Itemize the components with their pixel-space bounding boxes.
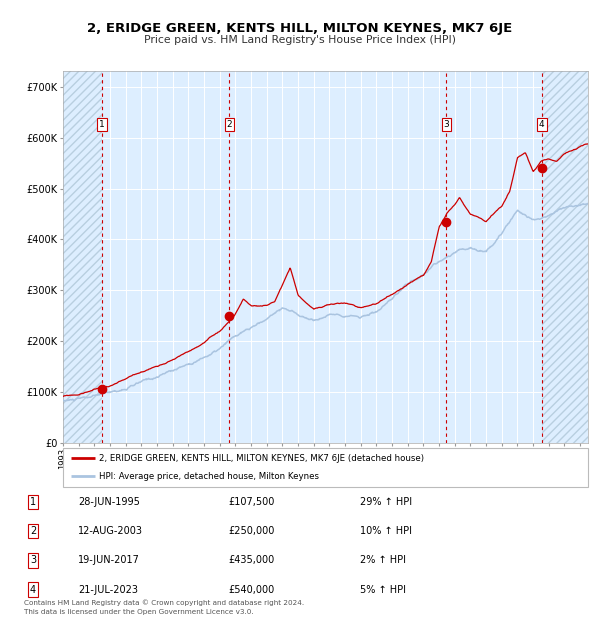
Text: 28-JUN-1995: 28-JUN-1995 <box>78 497 140 507</box>
Text: £107,500: £107,500 <box>228 497 274 507</box>
Text: 1: 1 <box>99 120 105 130</box>
Text: Price paid vs. HM Land Registry's House Price Index (HPI): Price paid vs. HM Land Registry's House … <box>144 35 456 45</box>
Text: 3: 3 <box>30 556 36 565</box>
Text: 3: 3 <box>443 120 449 130</box>
Text: 4: 4 <box>30 585 36 595</box>
Text: 2, ERIDGE GREEN, KENTS HILL, MILTON KEYNES, MK7 6JE (detached house): 2, ERIDGE GREEN, KENTS HILL, MILTON KEYN… <box>98 454 424 463</box>
Text: 2% ↑ HPI: 2% ↑ HPI <box>360 556 406 565</box>
Text: 4: 4 <box>539 120 545 130</box>
Text: 2: 2 <box>227 120 232 130</box>
Text: This data is licensed under the Open Government Licence v3.0.: This data is licensed under the Open Gov… <box>24 609 254 615</box>
Text: 12-AUG-2003: 12-AUG-2003 <box>78 526 143 536</box>
Text: 2: 2 <box>30 526 36 536</box>
Bar <box>63 71 102 443</box>
Bar <box>542 71 588 443</box>
Text: 21-JUL-2023: 21-JUL-2023 <box>78 585 138 595</box>
Text: 5% ↑ HPI: 5% ↑ HPI <box>360 585 406 595</box>
Text: £540,000: £540,000 <box>228 585 274 595</box>
Text: 1: 1 <box>30 497 36 507</box>
Text: Contains HM Land Registry data © Crown copyright and database right 2024.: Contains HM Land Registry data © Crown c… <box>24 600 304 606</box>
Text: £435,000: £435,000 <box>228 556 274 565</box>
Text: 10% ↑ HPI: 10% ↑ HPI <box>360 526 412 536</box>
Text: HPI: Average price, detached house, Milton Keynes: HPI: Average price, detached house, Milt… <box>98 472 319 480</box>
Text: 19-JUN-2017: 19-JUN-2017 <box>78 556 140 565</box>
FancyBboxPatch shape <box>63 448 588 487</box>
Text: 2, ERIDGE GREEN, KENTS HILL, MILTON KEYNES, MK7 6JE: 2, ERIDGE GREEN, KENTS HILL, MILTON KEYN… <box>88 22 512 35</box>
Text: 29% ↑ HPI: 29% ↑ HPI <box>360 497 412 507</box>
Text: £250,000: £250,000 <box>228 526 274 536</box>
